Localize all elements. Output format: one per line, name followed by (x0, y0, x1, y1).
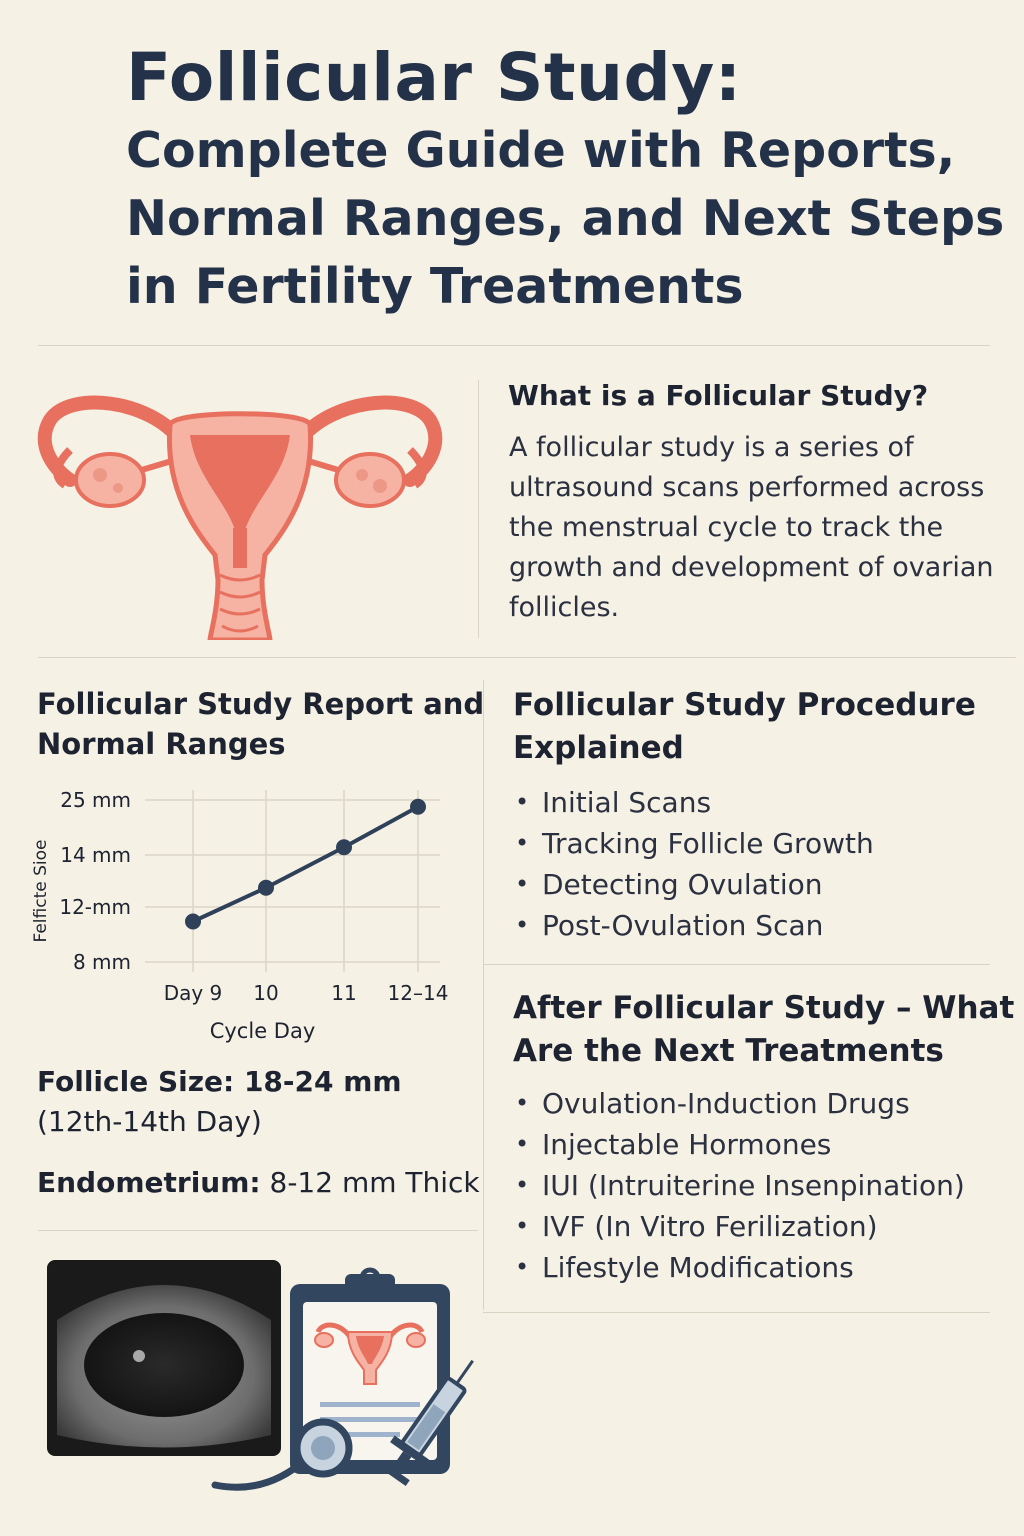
syringe-icon (380, 1359, 474, 1487)
chart-x-tick-label: 10 (253, 981, 278, 1005)
what-is-body: A follicular study is a series of ultras… (509, 432, 994, 623)
chart-data-point (410, 798, 426, 815)
divider-right-middle (483, 964, 990, 965)
procedure-list: Initial Scans Tracking Follicle Growth D… (513, 782, 874, 946)
title-sub-line-1: Complete Guide with Reports, (126, 122, 956, 179)
divider-vertical-top (478, 380, 479, 638)
treatment-item: Injectable Hormones (513, 1124, 965, 1165)
procedure-item: Tracking Follicle Growth (513, 823, 874, 864)
after-heading: After Follicular Study – What Are the Ne… (513, 987, 1014, 1073)
follicle-growth-chart: 8 mm 12-mm 14 mm 25 mm Day 9 10 11 12–14 Cycle D… (30, 780, 470, 1050)
ultrasound-scan-image (47, 1260, 281, 1456)
treatment-item: Lifestyle Modifications (513, 1247, 965, 1288)
endometrium-stat: Endometrium: 8-12 mm Thick (37, 1163, 480, 1203)
page-title: Follicular Study: Complete Guide with Re… (126, 40, 1006, 320)
divider-top (38, 345, 990, 346)
endometrium-value: 8-12 mm Thick (260, 1166, 480, 1199)
chart-data-point (336, 839, 352, 856)
title-sub-line-2: Normal Ranges, and Next Steps (126, 190, 1005, 247)
what-is-heading: What is a Follicular Study? (508, 379, 929, 412)
procedure-item: Initial Scans (513, 782, 874, 823)
clipboard-uterus-icon (314, 1322, 426, 1385)
chart-data-point (258, 879, 274, 896)
title-sub-line-3: in Fertility Treatments (126, 258, 744, 315)
divider-vertical-bottom (483, 680, 484, 1310)
chart-y-tick-label: 8 mm (73, 950, 131, 974)
report-heading: Follicular Study Report and Normal Range… (37, 684, 484, 764)
treatment-item: IUI (Intruiterine Insenpination) (513, 1165, 965, 1206)
uterus-illustration (37, 395, 443, 640)
after-heading-line-2: Are the Next Treatments (513, 1033, 944, 1069)
divider-left-bottom (38, 1230, 478, 1231)
chart-data-point (185, 913, 201, 930)
follicle-days: (12th-14th Day) (37, 1105, 262, 1138)
chart-x-tick-label: 11 (331, 981, 356, 1005)
chart-x-tick-label: 12–14 (388, 981, 449, 1005)
procedure-item: Post-Ovulation Scan (513, 905, 874, 946)
procedure-item: Detecting Ovulation (513, 864, 874, 905)
treatment-item: Ovulation-Induction Drugs (513, 1083, 965, 1124)
chart-y-tick-label: 12-mm (59, 895, 131, 919)
after-heading-line-1: After Follicular Study – What (513, 990, 1015, 1026)
divider-right-bottom (483, 1312, 990, 1313)
chart-series-line (192, 804, 419, 924)
chart-y-axis-label: Felficte Sioe (31, 840, 51, 943)
procedure-heading-line-2: Explained (513, 730, 684, 766)
stethoscope-icon (211, 1418, 353, 1491)
divider-middle (38, 657, 1016, 658)
endometrium-label: Endometrium: (37, 1166, 261, 1199)
title-main: Follicular Study: (126, 39, 742, 116)
chart-svg: 8 mm 12-mm 14 mm 25 mm Day 9 10 11 12–14 Cycle D… (31, 788, 449, 1043)
after-list: Ovulation-Induction Drugs Injectable Hor… (513, 1083, 965, 1288)
procedure-heading-line-1: Follicular Study Procedure (513, 687, 976, 723)
report-heading-line-2: Normal Ranges (37, 727, 286, 761)
chart-x-axis-label: Cycle Day (210, 1019, 316, 1043)
procedure-heading: Follicular Study Procedure Explained (513, 684, 976, 770)
chart-y-tick-label: 14 mm (60, 843, 131, 867)
report-heading-line-1: Follicular Study Report and (37, 687, 485, 721)
follicle-size-label: Follicle Size: 18-24 mm (37, 1065, 402, 1098)
follicle-size-stat: Follicle Size: 18-24 mm (37, 1062, 402, 1102)
treatment-item: IVF (In Vitro Ferilization) (513, 1206, 965, 1247)
chart-y-tick-label: 25 mm (60, 788, 131, 812)
chart-x-tick-label: Day 9 (164, 981, 223, 1005)
